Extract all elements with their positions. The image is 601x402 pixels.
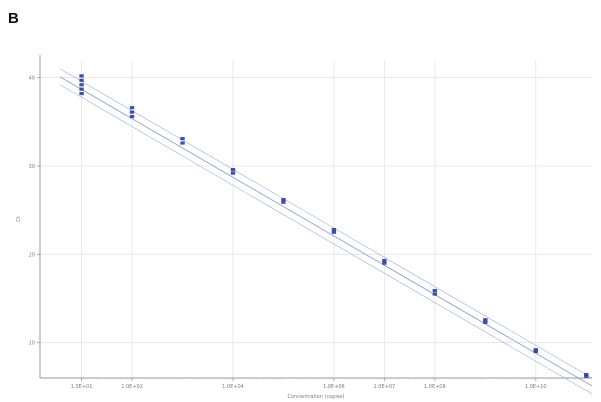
x-tick-label-1: 1.0E+02 bbox=[121, 384, 143, 390]
ticks: 10 20 30 40 1.0E+01 1.0E+02 1.0E+04 1.0E+06 1.0E… bbox=[29, 76, 585, 390]
data-point bbox=[281, 197, 286, 202]
y-tick-label-1: 20 bbox=[29, 252, 35, 258]
curves bbox=[59, 68, 593, 395]
data-point bbox=[432, 288, 438, 293]
panel-label: B bbox=[8, 10, 19, 27]
data-point bbox=[382, 261, 387, 265]
y-tick-label-2: 30 bbox=[29, 164, 35, 170]
data-point bbox=[230, 171, 236, 175]
x-tick-label-6: 1.0E+10 bbox=[525, 384, 547, 390]
data-point bbox=[584, 374, 589, 378]
data-point bbox=[432, 292, 438, 296]
y-tick-label-3: 40 bbox=[29, 76, 35, 82]
data-point bbox=[129, 106, 135, 110]
data-point bbox=[533, 348, 538, 352]
y-tick-label-0: 10 bbox=[29, 341, 35, 347]
points bbox=[79, 74, 589, 378]
data-point bbox=[230, 167, 236, 172]
data-point bbox=[79, 83, 84, 87]
y-axis-label: Ct bbox=[16, 216, 22, 221]
data-point bbox=[382, 258, 387, 263]
data-point bbox=[79, 87, 84, 91]
grid bbox=[40, 60, 592, 378]
data-point bbox=[483, 320, 488, 324]
standard-curve-line bbox=[59, 76, 593, 387]
data-point bbox=[533, 349, 538, 354]
data-point bbox=[129, 114, 135, 119]
x-tick-label-2: 1.0E+04 bbox=[222, 384, 244, 390]
data-point bbox=[180, 141, 185, 145]
lower-confidence-line bbox=[59, 84, 593, 395]
x-tick-label-0: 1.0E+01 bbox=[71, 384, 93, 390]
data-point bbox=[331, 228, 337, 232]
data-point bbox=[79, 74, 84, 78]
data-point bbox=[584, 372, 589, 377]
data-point bbox=[483, 318, 488, 322]
data-point bbox=[331, 230, 337, 234]
data-point bbox=[79, 78, 84, 82]
data-point bbox=[79, 91, 84, 96]
data-point bbox=[129, 110, 135, 114]
upper-confidence-line bbox=[59, 68, 593, 379]
x-tick-label-3: 1.0E+06 bbox=[323, 384, 345, 390]
data-point bbox=[281, 200, 286, 204]
x-tick-label-4: 1.0E+07 bbox=[374, 384, 396, 390]
data-point bbox=[180, 137, 185, 141]
x-axis-label: Concentration (copies) bbox=[288, 394, 345, 400]
x-tick-label-5: 1.0E+08 bbox=[424, 384, 446, 390]
